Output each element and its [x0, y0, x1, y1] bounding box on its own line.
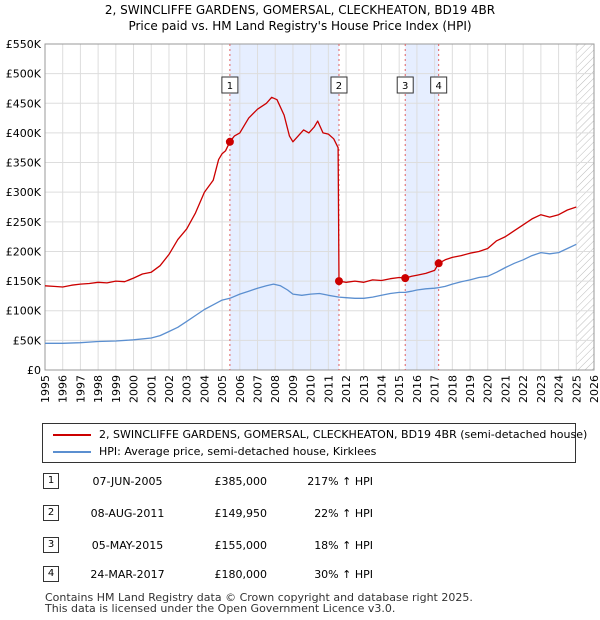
y-tick-label: £300K: [6, 186, 42, 199]
legend-label-property: 2, SWINCLIFFE GARDENS, GOMERSAL, CLECKHE…: [99, 428, 588, 441]
y-tick-label: £250K: [6, 216, 42, 229]
x-tick-label: 2001: [145, 375, 158, 403]
sale-point: [225, 137, 234, 146]
x-tick-label: 2006: [234, 375, 247, 403]
sale-number-box: [330, 76, 348, 94]
sale-point: [334, 277, 343, 286]
x-tick-label: 2025: [570, 375, 583, 403]
hpi-line: [45, 243, 577, 344]
transaction-date: 07-JUN-2005: [92, 475, 163, 488]
shaded-period: [229, 44, 339, 370]
sale-number-label: 4: [435, 81, 441, 92]
legend-swatch-property: [53, 434, 91, 436]
legend-label-hpi: HPI: Average price, semi-detached house,…: [99, 445, 377, 458]
sale-number-label: 2: [336, 81, 342, 92]
property-price-line: [44, 96, 577, 288]
legend-item-property: 2, SWINCLIFFE GARDENS, GOMERSAL, CLECKHE…: [53, 427, 587, 443]
x-tick-label: 2020: [482, 375, 495, 403]
transaction-price: £155,000: [214, 539, 268, 552]
transaction-date: 08-AUG-2011: [90, 507, 165, 520]
future-hatch: [576, 44, 594, 370]
y-tick-label: £350K: [6, 157, 42, 170]
x-tick-label: 2009: [287, 375, 300, 403]
chart-subtitle: Price paid vs. HM Land Registry's House …: [128, 19, 472, 33]
x-tick-label: 2012: [340, 375, 353, 403]
x-tick-label: 2021: [499, 375, 512, 403]
x-tick-label: 1999: [110, 375, 123, 403]
legend-item-hpi: HPI: Average price, semi-detached house,…: [53, 444, 376, 460]
transaction-number: 4: [43, 566, 59, 582]
legend-swatch-hpi: [53, 451, 91, 453]
transaction-hpi: 217% ↑ HPI: [307, 475, 373, 488]
sale-number-box: [221, 76, 239, 94]
footer-licence: This data is licensed under the Open Gov…: [45, 602, 396, 615]
transaction-date: 24-MAR-2017: [90, 568, 165, 581]
x-tick-label: 1995: [39, 375, 52, 403]
transaction-hpi: 30% ↑ HPI: [314, 568, 373, 581]
y-tick-label: £100K: [6, 305, 42, 318]
x-tick-label: 1996: [57, 375, 70, 403]
sale-point: [401, 274, 410, 283]
transaction-number: 2: [43, 505, 59, 521]
transaction-number: 3: [43, 537, 59, 553]
x-tick-label: 2016: [411, 375, 424, 403]
y-tick-label: £150K: [6, 275, 42, 288]
transaction-date: 05-MAY-2015: [91, 539, 164, 552]
x-tick-label: 1997: [74, 375, 87, 403]
x-tick-label: 2014: [375, 375, 388, 403]
plot-border: [44, 43, 595, 371]
x-tick-label: 2004: [198, 375, 211, 403]
y-tick-label: £50K: [13, 334, 42, 347]
sale-number-label: 1: [227, 81, 233, 92]
y-tick-label: £500K: [6, 68, 42, 81]
y-tick-label: £200K: [6, 245, 42, 258]
x-tick-label: 2024: [553, 375, 566, 403]
x-tick-label: 2011: [322, 375, 335, 403]
x-tick-label: 2005: [216, 375, 229, 403]
table-row: 4 24-MAR-2017 £180,000 30% ↑ HPI: [0, 565, 600, 585]
table-row: 1 07-JUN-2005 £385,000 217% ↑ HPI: [0, 472, 600, 492]
x-tick-label: 2007: [252, 375, 265, 403]
chart-title: 2, SWINCLIFFE GARDENS, GOMERSAL, CLECKHE…: [104, 3, 496, 17]
x-tick-label: 2002: [163, 375, 176, 403]
x-tick-label: 2023: [535, 375, 548, 403]
sale-point: [434, 259, 443, 268]
x-tick-label: 2018: [446, 375, 459, 403]
y-tick-label: £450K: [6, 97, 42, 110]
chart-legend: 2, SWINCLIFFE GARDENS, GOMERSAL, CLECKHE…: [42, 423, 587, 463]
x-tick-label: 2026: [588, 375, 600, 403]
transaction-hpi: 18% ↑ HPI: [314, 539, 373, 552]
transaction-number: 1: [43, 473, 59, 489]
x-tick-label: 2008: [269, 375, 282, 403]
sale-number-label: 3: [402, 81, 408, 92]
x-tick-label: 2015: [393, 375, 406, 403]
transaction-price: £149,950: [214, 507, 268, 520]
x-tick-label: 2019: [464, 375, 477, 403]
table-row: 2 08-AUG-2011 £149,950 22% ↑ HPI: [0, 504, 600, 524]
x-tick-label: 2013: [358, 375, 371, 403]
table-row: 3 05-MAY-2015 £155,000 18% ↑ HPI: [0, 536, 600, 556]
transaction-price: £180,000: [214, 568, 268, 581]
transaction-price: £385,000: [214, 475, 268, 488]
price-chart: £0 £50K £100K £150K £200K £250K £300K £350K £400…: [6, 38, 600, 403]
x-tick-label: 2003: [181, 375, 194, 403]
footer-copyright: Contains HM Land Registry data © Crown c…: [45, 591, 473, 604]
x-tick-label: 2017: [429, 375, 442, 403]
transaction-hpi: 22% ↑ HPI: [314, 507, 373, 520]
x-tick-label: 1998: [92, 375, 105, 403]
sale-number-box: [396, 76, 414, 94]
x-tick-label: 2000: [128, 375, 141, 403]
x-tick-label: 2010: [305, 375, 318, 403]
y-tick-label: £0: [27, 364, 41, 377]
sale-number-box: [430, 76, 448, 94]
y-tick-label: £400K: [6, 127, 42, 140]
y-tick-label: £550K: [6, 38, 42, 51]
x-tick-label: 2022: [517, 375, 530, 403]
shaded-period: [405, 44, 439, 370]
